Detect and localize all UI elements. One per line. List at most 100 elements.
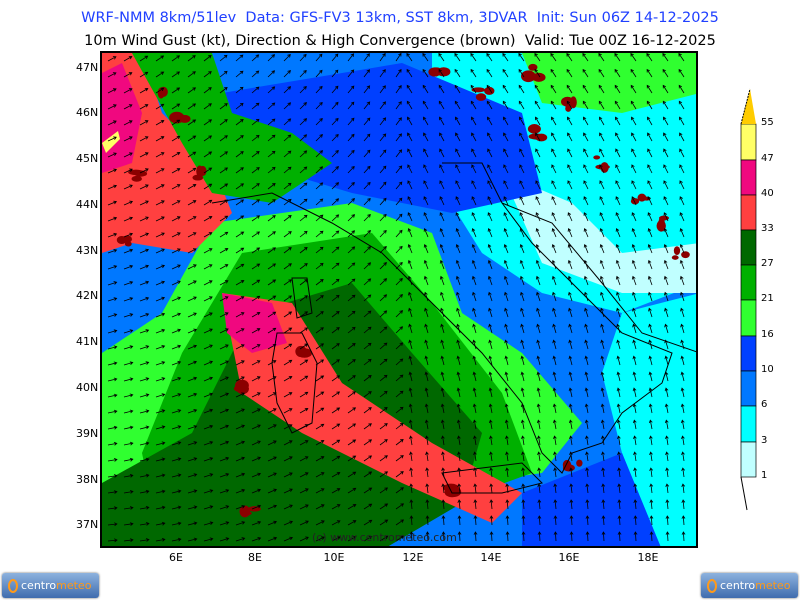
wind-arrow	[665, 435, 669, 446]
wind-arrow	[454, 84, 461, 94]
wind-arrow	[395, 133, 402, 142]
wind-arrow	[534, 68, 541, 78]
wind-arrow	[631, 116, 637, 126]
convergence-patch	[124, 241, 132, 247]
wind-arrow	[424, 291, 429, 302]
wind-arrow	[438, 100, 445, 110]
convergence-patch	[595, 164, 610, 170]
wind-arrow	[583, 243, 589, 254]
wind-arrow	[601, 531, 606, 542]
wind-arrow	[331, 182, 340, 190]
centrometeo-logo-right[interactable]: centrometeo	[701, 573, 798, 598]
wind-arrow	[267, 215, 276, 222]
wind-arrow	[219, 489, 230, 494]
wind-arrow	[440, 403, 445, 414]
wind-arrow	[422, 100, 429, 110]
wind-arrow	[139, 441, 150, 446]
lat-label: 42N	[76, 289, 99, 302]
wind-arrow	[457, 499, 462, 510]
wind-arrow	[409, 435, 413, 446]
wind-arrow	[123, 248, 134, 254]
wind-arrow	[599, 212, 605, 222]
wind-arrow	[347, 423, 357, 430]
wind-arrow	[471, 196, 477, 206]
wind-arrow	[505, 483, 510, 494]
wind-arrow	[456, 419, 461, 430]
wind-arrow	[331, 439, 341, 446]
wind-arrow	[550, 53, 557, 62]
wind-arrow	[267, 150, 276, 158]
wind-arrow	[439, 148, 445, 158]
wind-arrow	[584, 355, 589, 366]
wind-arrow	[219, 119, 228, 126]
wind-arrow	[680, 371, 685, 382]
wind-arrow	[395, 487, 404, 494]
wind-arrow	[379, 229, 387, 238]
wind-arrow	[489, 467, 494, 478]
wind-arrow	[424, 323, 429, 334]
wind-arrow	[487, 227, 493, 238]
wind-arrow	[534, 84, 541, 94]
wind-arrow	[171, 393, 182, 398]
convergence-patch	[471, 87, 485, 93]
wind-arrow	[617, 531, 622, 542]
wind-arrow	[616, 323, 621, 334]
wind-arrow	[406, 68, 413, 78]
coastlines	[211, 162, 696, 494]
lat-label: 46N	[76, 106, 99, 119]
colorbar-label: 40	[761, 188, 774, 199]
wind-arrow	[155, 441, 166, 446]
wind-arrow	[251, 102, 260, 110]
wind-arrow	[395, 229, 403, 238]
wind-arrow	[423, 132, 429, 142]
wind-arrow	[363, 326, 372, 334]
colorbar-label: 55	[761, 117, 774, 128]
map-canvas	[102, 53, 696, 546]
wind-arrow	[315, 343, 325, 350]
wind-arrow	[267, 520, 278, 526]
wind-arrow	[363, 536, 373, 542]
wind-arrow	[363, 294, 372, 302]
wind-arrow	[395, 439, 404, 446]
wind-arrow	[123, 506, 134, 510]
wind-arrow	[235, 167, 244, 174]
wind-arrow	[123, 136, 133, 142]
wind-arrow	[235, 505, 246, 510]
wind-arrow	[315, 504, 325, 510]
wind-arrow	[347, 520, 357, 526]
convergence-patch	[196, 165, 204, 177]
wind-arrow	[662, 68, 669, 78]
wind-arrow	[395, 326, 404, 334]
wind-arrow	[251, 247, 261, 254]
wind-arrow	[566, 68, 573, 78]
wind-arrow	[395, 245, 403, 254]
wind-arrow	[535, 227, 541, 238]
wind-arrow	[299, 86, 307, 94]
wind-arrow	[171, 103, 181, 110]
wind-arrow	[363, 391, 372, 398]
wind-arrow	[424, 307, 429, 318]
wind-arrow	[616, 339, 621, 350]
wind-arrow	[441, 499, 446, 510]
wind-arrow	[598, 53, 605, 62]
wind-arrow	[471, 212, 477, 222]
wind-arrow	[203, 151, 213, 158]
wind-arrow	[646, 100, 653, 110]
wind-arrow	[520, 339, 525, 350]
wind-arrow	[235, 231, 245, 238]
wind-arrow	[203, 296, 213, 302]
wind-arrow	[471, 180, 477, 190]
wind-arrow	[472, 371, 477, 382]
wind-arrow	[299, 472, 309, 478]
wind-arrow	[569, 467, 574, 478]
wind-arrow	[235, 408, 245, 414]
centrometeo-logo-left[interactable]: centrometeo	[2, 573, 99, 598]
wind-arrow	[363, 149, 371, 158]
wind-arrow	[425, 483, 430, 494]
wind-arrow	[107, 168, 118, 174]
wind-arrow	[267, 472, 277, 478]
wind-arrow	[299, 230, 308, 238]
wind-arrow	[331, 488, 341, 494]
wind-arrow	[139, 248, 150, 254]
wind-arrow	[487, 164, 493, 174]
